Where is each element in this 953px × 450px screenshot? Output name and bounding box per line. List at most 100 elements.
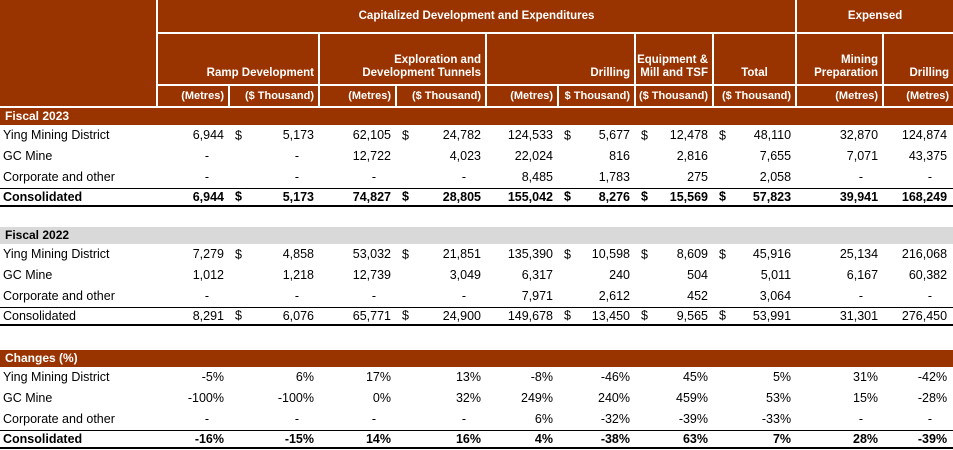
value-cell: 7% [714,430,798,449]
value-cell: $4,858 [235,247,314,261]
value-cell: 124,874 [901,128,948,142]
header-group-mining-preparation: Mining Preparation [797,34,885,86]
value-cell: -32% [600,412,630,426]
value-cell: 32% [455,391,481,405]
value-cell: 2,058 [759,170,792,184]
value-cell: $24,782 [402,128,481,142]
unit-drilling-metres: (Metres) [487,86,559,108]
value-cell: 22,024 [514,149,553,163]
dollar-sign: $ [402,128,409,142]
value-cell: - [294,170,299,184]
value-cell: 168,249 [884,188,953,207]
header-expensed-title: Expensed [797,0,953,34]
value-cell: 275 [687,170,708,184]
value-cell: 7,279 [192,247,224,261]
value-cell: 504 [687,268,708,282]
table-row: GC Mine -100% -100% 0% 32% 249% 240% 459% 53% 15%… [0,388,953,409]
section-bar-fiscal-2022: Fiscal 2022 [0,227,953,244]
value-cell: $28,805 [397,188,487,207]
unit-tunnels-thousand: ($ Thousand) [397,86,487,108]
dollar-sign: $ [719,247,726,261]
value-cell: $53,991 [714,307,798,326]
value-cell: -39% [884,430,953,449]
value-cell: -5% [201,370,224,384]
value-cell: - [204,289,209,303]
value-cell: 135,390 [507,247,553,261]
dollar-sign: $ [235,189,242,204]
row-label: Consolidated [0,307,158,326]
value-cell: -100% [277,391,314,405]
unit-total-thousand: ($ Thousand) [714,86,798,108]
value-cell: 7,655 [759,149,792,163]
value-cell: $48,110 [719,128,792,142]
value-cell: 32,870 [839,128,879,142]
value-cell: -16% [158,430,230,449]
table-row: Ying Mining District 6,944 $5,173 62,105 $24… [0,125,953,146]
dollar-sign: $ [402,189,409,204]
value-cell: 25,134 [839,247,879,261]
value-cell: 62,105 [352,128,391,142]
value-cell: - [371,170,376,184]
value-cell: $57,823 [714,188,798,207]
dollar-sign: $ [564,189,571,204]
value-cell: 276,450 [884,307,953,326]
row-label: Corporate and other [3,289,115,303]
value-cell: 12,739 [352,268,391,282]
value-cell: $8,609 [641,247,708,261]
row-label: Corporate and other [3,412,115,426]
value-cell: 31% [853,370,879,384]
section-gap [0,207,953,227]
value-cell: - [927,412,933,426]
header-group-drilling-expensed: Drilling [884,34,953,86]
header-group-ramp-development: Ramp Development [158,34,320,86]
section-gap [0,326,953,350]
dollar-sign: $ [641,189,648,204]
section-title: Fiscal 2022 [0,227,953,244]
dollar-sign: $ [402,247,409,261]
value-cell: - [371,412,376,426]
value-cell: 7,971 [521,289,553,303]
dollar-sign: $ [564,247,571,261]
row-label: Consolidated [0,188,158,207]
value-cell: 7,071 [846,149,879,163]
value-cell: 53% [766,391,792,405]
dollar-sign: $ [719,308,726,323]
value-cell: - [371,289,376,303]
dollar-sign: $ [641,128,648,142]
row-label: Ying Mining District [3,247,110,261]
value-cell: 2,816 [676,149,708,163]
dollar-sign: $ [719,189,726,204]
value-cell: 43,375 [908,149,948,163]
row-label: Corporate and other [3,170,115,184]
value-cell: - [204,170,209,184]
value-cell: 6,317 [521,268,553,282]
dollar-sign: $ [235,128,242,142]
dollar-sign: $ [641,247,648,261]
row-label: GC Mine [3,391,53,405]
value-cell: 4% [487,430,559,449]
value-cell: 8,291 [158,307,230,326]
value-cell: -100% [187,391,224,405]
row-label: GC Mine [3,149,53,163]
table-row: Consolidated -16% -15% 14% 16% 4% -38% 63% 7% 28%… [0,430,953,449]
value-cell: 14% [320,430,397,449]
value-cell: 2,612 [598,289,630,303]
dollar-sign: $ [564,128,571,142]
table-header: Capitalized Development and Expenditures… [0,0,953,108]
value-cell: 5,011 [760,268,792,282]
table-row: Ying Mining District -5% 6% 17% 13% -8% -46% 45… [0,367,953,388]
table-row: Consolidated 8,291 $6,076 65,771 $24,900 149,… [0,307,953,326]
section-bar-fiscal-2023: Fiscal 2023 [0,108,953,125]
value-cell: 65,771 [320,307,397,326]
table-row: Consolidated 6,944 $5,173 74,827 $28,805 155,… [0,188,953,207]
section-title: Changes (%) [0,350,953,367]
value-cell: 39,941 [797,188,885,207]
value-cell: 1,218 [282,268,314,282]
dollar-sign: $ [564,308,571,323]
value-cell: - [461,289,466,303]
value-cell: 149,678 [487,307,559,326]
header-row-titles: Capitalized Development and Expenditures… [0,0,953,108]
value-cell: - [927,289,933,303]
value-cell: 13% [455,370,481,384]
